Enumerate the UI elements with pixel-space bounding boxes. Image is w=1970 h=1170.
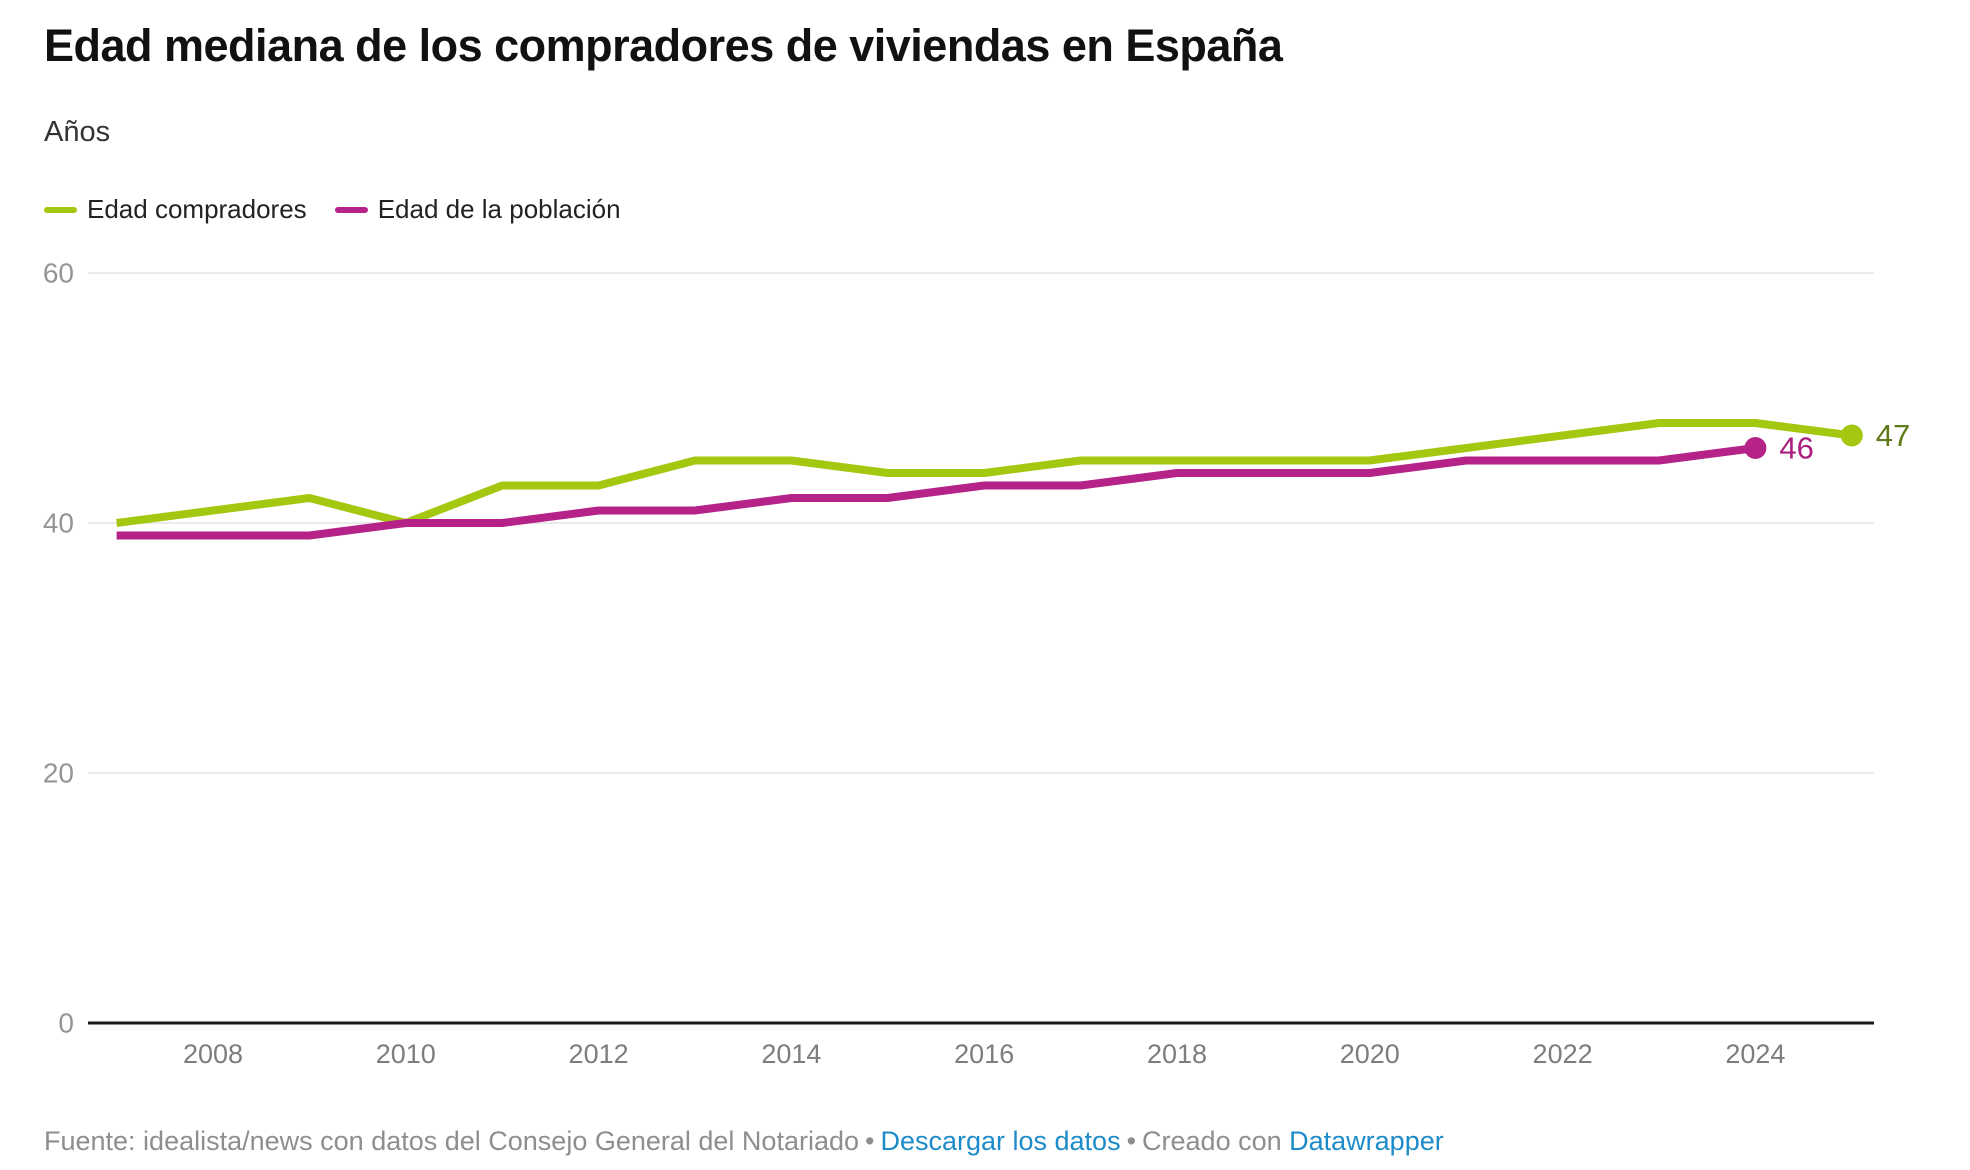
x-tick-label-2020: 2020: [1340, 1039, 1400, 1069]
legend-label-poblacion: Edad de la población: [377, 194, 621, 224]
download-data-link[interactable]: Descargar los datos: [880, 1126, 1121, 1156]
chart-subtitle: Años: [44, 116, 111, 148]
series-end-dot-1: [1744, 437, 1767, 459]
y-tick-label-0: 0: [58, 1008, 74, 1039]
x-tick-label-2016: 2016: [954, 1039, 1014, 1069]
series-end-dot-0: [1840, 424, 1863, 447]
footer-separator: •: [865, 1126, 875, 1156]
datawrapper-link[interactable]: Datawrapper: [1289, 1126, 1444, 1156]
x-tick-label-2014: 2014: [761, 1039, 821, 1069]
footer-created-with: Creado con: [1142, 1126, 1282, 1156]
series-end-label-1: 46: [1779, 431, 1813, 466]
legend: Edad compradores Edad de la población: [44, 194, 621, 225]
x-tick-label-2018: 2018: [1147, 1039, 1207, 1069]
legend-item-poblacion: Edad de la población: [334, 194, 621, 225]
legend-swatch-poblacion: [334, 206, 368, 213]
footer: Fuente: idealista/news con datos del Con…: [44, 1126, 1444, 1157]
chart-title: Edad mediana de los compradores de vivie…: [44, 20, 1283, 71]
footer-separator: •: [1126, 1126, 1137, 1156]
x-tick-label-2010: 2010: [376, 1039, 436, 1069]
legend-label-compradores: Edad compradores: [87, 194, 307, 224]
x-tick-label-2008: 2008: [183, 1039, 243, 1069]
footer-source: Fuente: idealista/news con datos del Con…: [44, 1126, 859, 1156]
legend-item-compradores: Edad compradores: [44, 194, 307, 225]
legend-swatch-compradores: [44, 206, 77, 213]
series-end-label-0: 47: [1876, 418, 1910, 453]
x-tick-label-2012: 2012: [569, 1039, 629, 1069]
y-tick-label-40: 40: [43, 508, 74, 539]
series-line-0: [116, 419, 1853, 527]
series-line-1: [116, 444, 1756, 540]
y-tick-label-20: 20: [43, 758, 74, 789]
y-tick-label-60: 60: [43, 258, 74, 289]
x-tick-label-2022: 2022: [1533, 1039, 1593, 1069]
x-tick-label-2024: 2024: [1725, 1039, 1785, 1069]
